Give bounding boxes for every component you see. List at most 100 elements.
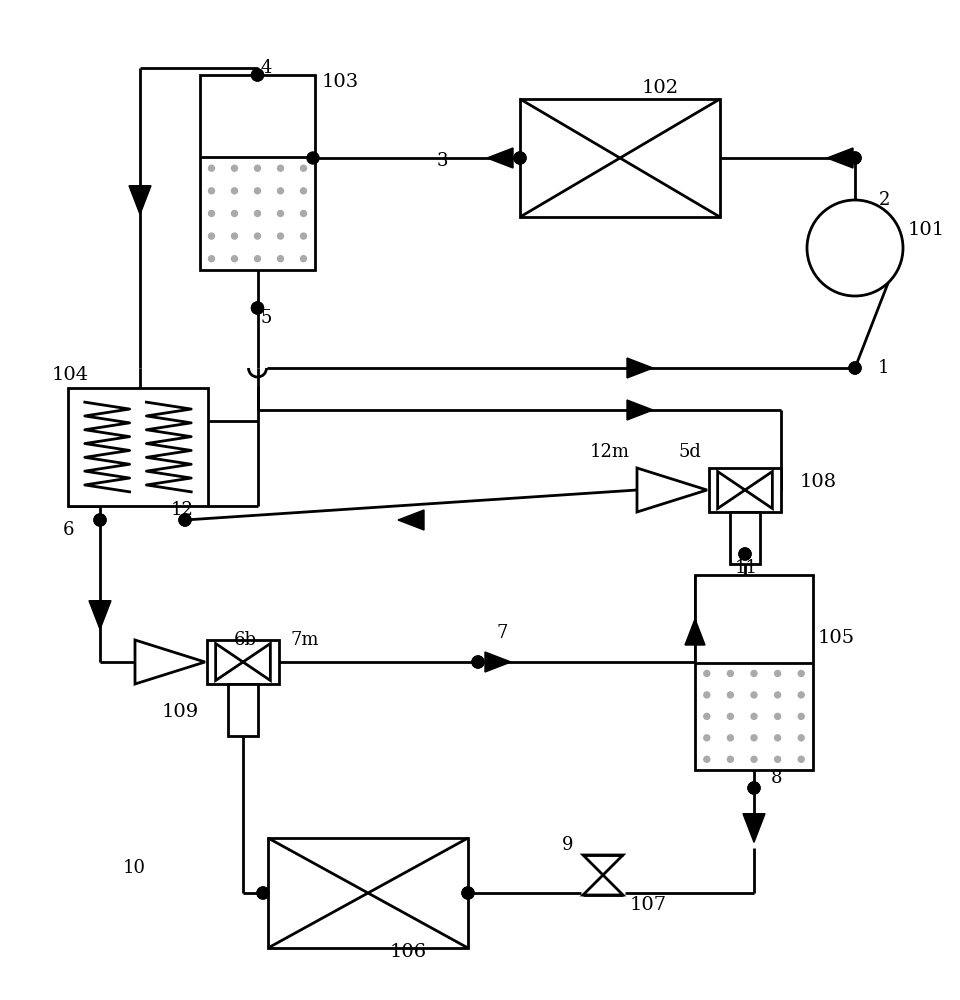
Circle shape [277, 188, 283, 194]
Text: 108: 108 [800, 473, 837, 491]
Circle shape [798, 756, 804, 762]
Circle shape [798, 670, 804, 676]
Circle shape [849, 362, 861, 374]
Circle shape [751, 692, 757, 698]
Text: 7m: 7m [291, 631, 320, 649]
Polygon shape [718, 472, 745, 508]
Polygon shape [627, 400, 653, 420]
Circle shape [300, 188, 306, 194]
Text: 104: 104 [52, 366, 89, 384]
Text: 6: 6 [62, 521, 74, 539]
Circle shape [728, 735, 733, 741]
Text: 105: 105 [818, 629, 855, 647]
Polygon shape [743, 814, 765, 842]
Circle shape [254, 210, 260, 216]
Circle shape [751, 670, 757, 676]
Circle shape [751, 756, 757, 762]
Circle shape [208, 188, 214, 194]
Text: 107: 107 [630, 896, 667, 914]
Circle shape [208, 210, 214, 216]
Circle shape [739, 548, 751, 560]
Circle shape [704, 670, 709, 676]
Circle shape [300, 256, 306, 262]
Text: 9: 9 [563, 836, 574, 854]
Text: 11: 11 [734, 559, 757, 577]
Polygon shape [745, 472, 773, 508]
Text: 106: 106 [390, 943, 427, 961]
Circle shape [179, 514, 191, 526]
Circle shape [514, 152, 526, 164]
Circle shape [728, 713, 733, 719]
Circle shape [208, 233, 214, 239]
Polygon shape [487, 148, 513, 168]
Text: 103: 103 [322, 73, 359, 91]
Circle shape [300, 210, 306, 216]
Circle shape [277, 256, 283, 262]
Circle shape [257, 887, 269, 899]
Circle shape [704, 735, 709, 741]
Polygon shape [827, 148, 853, 168]
Circle shape [849, 362, 861, 374]
Text: 6b: 6b [233, 631, 256, 649]
Circle shape [231, 233, 237, 239]
Bar [730, 512, 760, 564]
Circle shape [94, 514, 106, 526]
Circle shape [775, 735, 780, 741]
Circle shape [231, 188, 237, 194]
Polygon shape [129, 186, 151, 214]
Circle shape [849, 152, 861, 164]
Polygon shape [243, 644, 271, 680]
Text: 2: 2 [878, 191, 890, 209]
Circle shape [254, 256, 260, 262]
Circle shape [472, 656, 484, 668]
Circle shape [208, 256, 214, 262]
Text: 1: 1 [878, 359, 890, 377]
Circle shape [300, 165, 306, 171]
Bar [200, 75, 315, 270]
Circle shape [739, 548, 751, 560]
Polygon shape [583, 875, 623, 895]
Bar [228, 684, 258, 736]
Text: 101: 101 [908, 221, 946, 239]
Polygon shape [637, 468, 707, 512]
Text: 12: 12 [171, 501, 193, 519]
Circle shape [462, 887, 474, 899]
Circle shape [704, 756, 709, 762]
Circle shape [807, 200, 903, 296]
Circle shape [704, 692, 709, 698]
Circle shape [728, 756, 733, 762]
Circle shape [231, 256, 237, 262]
Polygon shape [485, 652, 511, 672]
Bar [207, 640, 279, 684]
Bar [695, 575, 813, 770]
Circle shape [277, 165, 283, 171]
Circle shape [277, 210, 283, 216]
Text: 12m: 12m [590, 443, 630, 461]
Polygon shape [89, 601, 111, 629]
Circle shape [775, 692, 780, 698]
Circle shape [94, 514, 106, 526]
Text: 5d: 5d [679, 443, 702, 461]
Circle shape [472, 656, 484, 668]
Text: 10: 10 [123, 859, 146, 877]
Bar [520, 99, 720, 217]
Circle shape [849, 152, 861, 164]
Text: 7: 7 [496, 624, 508, 642]
Circle shape [307, 152, 319, 164]
Text: 5: 5 [260, 309, 272, 327]
Circle shape [254, 165, 260, 171]
Text: 102: 102 [642, 79, 679, 97]
Circle shape [751, 713, 757, 719]
Circle shape [208, 165, 214, 171]
Circle shape [179, 514, 191, 526]
Circle shape [252, 302, 263, 314]
Circle shape [254, 233, 260, 239]
Polygon shape [216, 644, 243, 680]
Polygon shape [685, 619, 705, 645]
Circle shape [277, 233, 283, 239]
Polygon shape [583, 855, 623, 875]
Circle shape [775, 713, 780, 719]
Circle shape [775, 756, 780, 762]
Circle shape [252, 69, 263, 81]
Bar [709, 468, 781, 512]
